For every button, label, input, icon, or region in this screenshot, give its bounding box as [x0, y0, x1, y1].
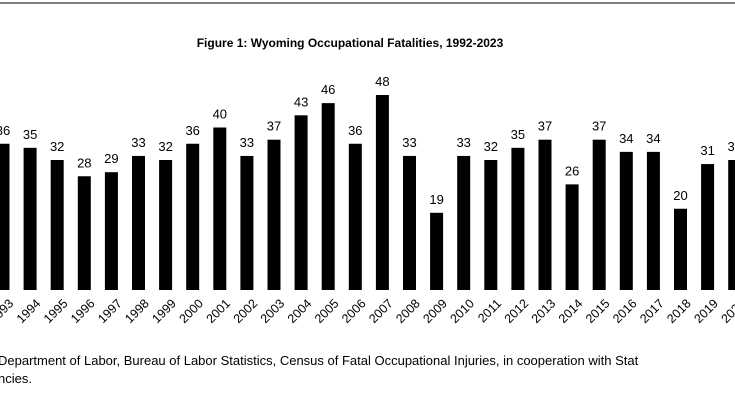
- value-label: 20: [673, 188, 687, 203]
- bar: [403, 155, 416, 290]
- x-tick-label: 1997: [95, 296, 125, 326]
- x-tick-label: 2015: [583, 296, 613, 326]
- x-tick-label: 1995: [41, 296, 71, 326]
- bar: [240, 155, 254, 290]
- x-tick-label: 2017: [637, 296, 667, 326]
- x-tick-label: 2014: [556, 296, 586, 326]
- x-tick-label: 2001: [204, 296, 234, 326]
- value-label: 31: [700, 143, 714, 158]
- bar: [538, 139, 552, 290]
- bar: [0, 143, 10, 290]
- x-tick-label: 1996: [68, 296, 98, 326]
- x-tick-label: 2020: [718, 296, 735, 326]
- bar: [646, 151, 660, 290]
- x-tick-label: 2005: [312, 296, 342, 326]
- value-label: 40: [213, 107, 227, 122]
- bar: [375, 95, 389, 290]
- bar: [701, 164, 715, 290]
- value-label: 37: [267, 119, 281, 134]
- x-tick-label: 1999: [149, 296, 179, 326]
- x-tick-label: 2002: [231, 296, 261, 326]
- source-note: ncies.: [0, 371, 32, 386]
- bar: [294, 115, 308, 290]
- x-tick-label: 2016: [610, 296, 640, 326]
- bar: [159, 160, 173, 290]
- bar: [565, 184, 579, 290]
- value-label: 48: [375, 74, 389, 89]
- x-tick-label: 2004: [285, 296, 315, 326]
- value-label: 26: [565, 163, 579, 178]
- value-label: 32: [50, 139, 64, 154]
- value-label: 33: [240, 135, 254, 150]
- bar: [77, 176, 91, 290]
- bar: [728, 160, 735, 290]
- value-label: 37: [592, 119, 606, 134]
- source-note: Department of Labor, Bureau of Labor Sta…: [0, 353, 639, 368]
- x-tick-label: 2013: [529, 296, 559, 326]
- x-tick-label: 1994: [14, 296, 44, 326]
- x-tick-label: 2012: [502, 296, 532, 326]
- x-tick-label: 2009: [420, 296, 450, 326]
- x-tick-label: 2010: [447, 296, 477, 326]
- value-label: 32: [158, 139, 172, 154]
- x-tick-label: 2006: [339, 296, 369, 326]
- x-tick-label: 2019: [691, 296, 721, 326]
- value-label: 35: [23, 127, 37, 142]
- bar: [23, 147, 37, 290]
- x-tick-label: 2018: [664, 296, 694, 326]
- bar: [321, 103, 335, 290]
- x-tick-label: 2003: [258, 296, 288, 326]
- bar: [50, 160, 64, 290]
- bar: [267, 139, 281, 290]
- value-label: 28: [77, 155, 91, 170]
- value-label: 33: [131, 135, 145, 150]
- value-label: 29: [104, 151, 118, 166]
- value-label: 32: [484, 139, 498, 154]
- value-label: 46: [321, 82, 335, 97]
- bar: [457, 155, 471, 290]
- x-tick-label: 2000: [176, 296, 206, 326]
- value-label: 36: [348, 123, 362, 138]
- value-label: 19: [429, 192, 443, 207]
- bar: [619, 151, 633, 290]
- bar: [213, 127, 227, 290]
- value-label: 37: [538, 119, 552, 134]
- bar: [430, 212, 444, 290]
- value-label: 32: [727, 139, 735, 154]
- bar: [132, 155, 145, 290]
- value-label: 36: [185, 123, 199, 138]
- chart-title: Figure 1: Wyoming Occupational Fatalitie…: [197, 36, 504, 50]
- x-tick-label: 1993: [0, 296, 16, 326]
- bar: [348, 143, 362, 290]
- value-label: 36: [0, 123, 10, 138]
- bar: [186, 143, 200, 290]
- value-label: 43: [294, 94, 308, 109]
- bar: [674, 208, 687, 290]
- value-label: 33: [456, 135, 470, 150]
- x-tick-label: 1998: [122, 296, 152, 326]
- x-tick-label: 2008: [393, 296, 423, 326]
- x-tick-label: 2011: [475, 296, 504, 325]
- value-label: 34: [619, 131, 633, 146]
- value-label: 35: [511, 127, 525, 142]
- value-label: 34: [646, 131, 660, 146]
- bar: [592, 139, 606, 290]
- bar: [511, 147, 525, 290]
- x-tick-label: 2007: [366, 296, 396, 326]
- value-label: 33: [402, 135, 416, 150]
- bar: [104, 172, 118, 290]
- bar: [484, 160, 498, 290]
